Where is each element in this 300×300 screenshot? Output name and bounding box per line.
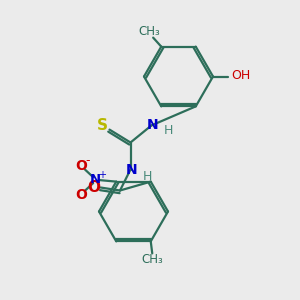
Text: +: + bbox=[98, 170, 106, 180]
Text: N: N bbox=[90, 173, 101, 186]
Text: S: S bbox=[97, 118, 108, 133]
Text: OH: OH bbox=[231, 69, 250, 82]
Text: N: N bbox=[147, 118, 158, 132]
Text: H: H bbox=[163, 124, 173, 137]
Text: O: O bbox=[75, 159, 87, 173]
Text: CH₃: CH₃ bbox=[141, 253, 163, 266]
Text: N: N bbox=[126, 163, 137, 177]
Text: -: - bbox=[86, 154, 90, 167]
Text: O: O bbox=[87, 180, 100, 195]
Text: O: O bbox=[75, 188, 87, 202]
Text: CH₃: CH₃ bbox=[138, 25, 160, 38]
Text: H: H bbox=[142, 169, 152, 183]
